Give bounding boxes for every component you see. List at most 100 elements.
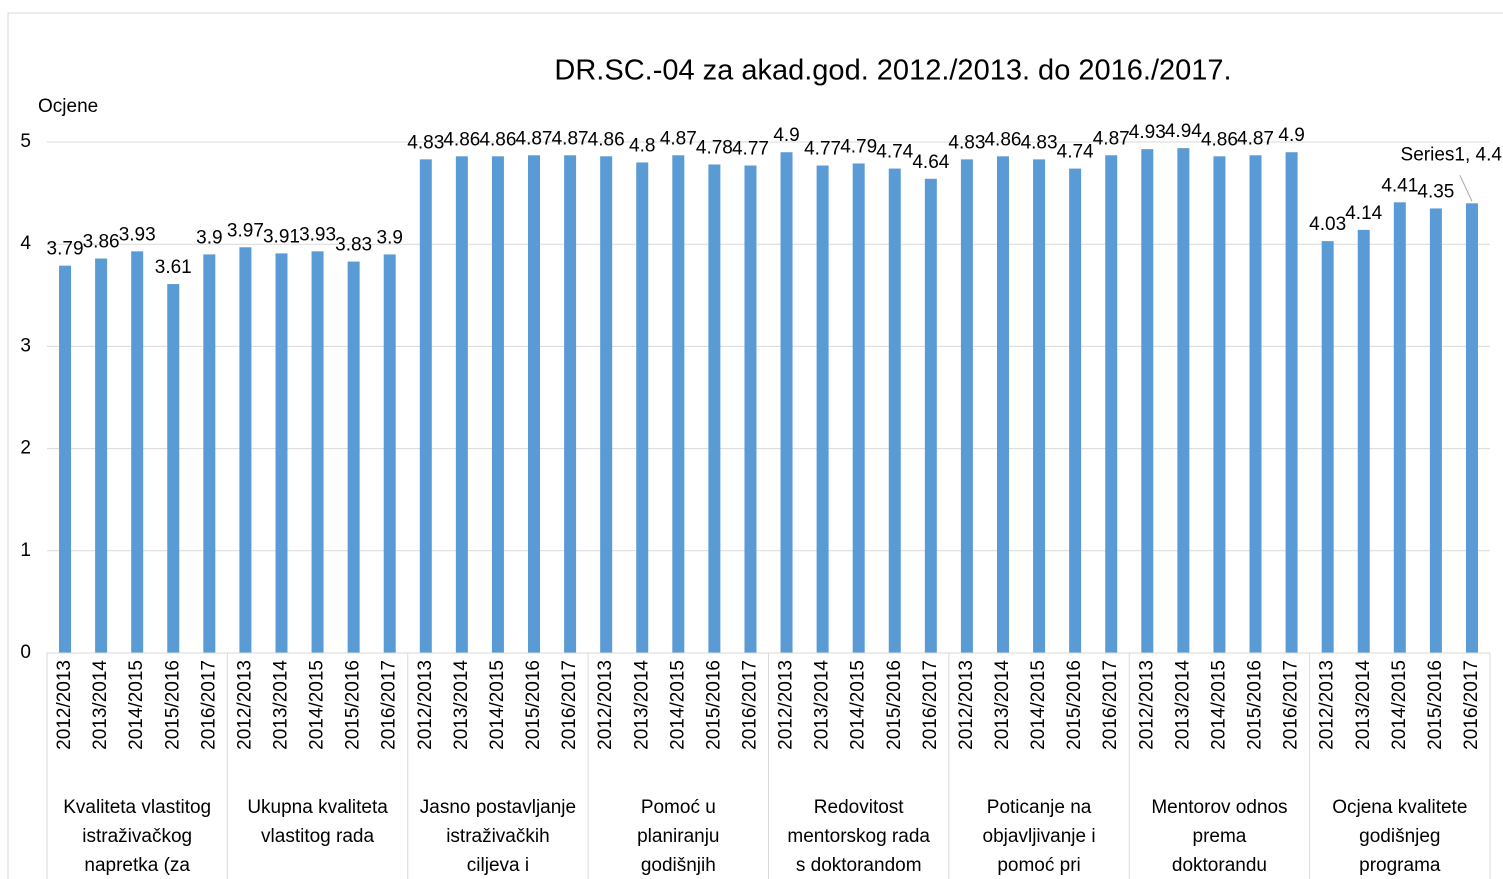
bar <box>528 155 541 653</box>
bar <box>455 156 468 654</box>
group-label: planiranju <box>637 826 719 847</box>
bar <box>1069 168 1082 653</box>
data-label: 4.86 <box>479 129 516 150</box>
group-label: Poticanje na <box>987 797 1092 818</box>
bar <box>347 261 360 653</box>
data-label: 4.8 <box>629 135 655 156</box>
x-tick-label: 2016/2017 <box>739 660 760 750</box>
data-label: 4.87 <box>1237 128 1274 149</box>
y-tick-label: 3 <box>20 335 31 356</box>
data-label: 4.87 <box>660 128 697 149</box>
data-label: 3.9 <box>196 227 222 248</box>
bar <box>1033 159 1046 653</box>
group-label: Ocjena kvalitete <box>1332 797 1467 818</box>
x-tick-label: 2013/2014 <box>992 660 1013 750</box>
data-label: 4.74 <box>876 142 913 163</box>
group-label: istraživačkog <box>82 826 192 847</box>
x-tick-label: 2012/2013 <box>1136 660 1157 750</box>
data-label: 3.86 <box>83 232 120 253</box>
bar <box>1285 152 1298 653</box>
bar <box>59 265 72 653</box>
y-tick-label: 2 <box>20 438 31 459</box>
bar <box>1249 155 1262 653</box>
x-tick-label: 2015/2016 <box>343 660 364 750</box>
data-label: 4.77 <box>732 139 769 160</box>
bar <box>95 258 108 653</box>
data-label: 4.9 <box>1278 125 1304 146</box>
group-label: Jasno postavljanje <box>420 797 576 818</box>
data-label: 4.03 <box>1309 214 1346 235</box>
bar <box>239 247 252 654</box>
data-label: 3.97 <box>227 220 264 241</box>
group-label: godišnjeg <box>1359 826 1440 847</box>
bar <box>960 159 973 653</box>
group-label: Pomoć u <box>641 797 716 818</box>
data-label: 4.9 <box>773 125 799 146</box>
x-tick-label: 2013/2014 <box>1353 660 1374 750</box>
group-label: napretka (za <box>84 855 190 876</box>
x-tick-label: 2013/2014 <box>271 660 292 750</box>
data-label: 4.94 <box>1165 121 1202 142</box>
data-label: 4.86 <box>984 129 1021 150</box>
group-label: s doktorandom <box>796 855 922 876</box>
bar <box>744 165 757 654</box>
bar <box>924 178 937 654</box>
chart-title: DR.SC.-04 za akad.god. 2012./2013. do 20… <box>554 55 1231 87</box>
group-label: Kvaliteta vlastitog <box>63 797 211 818</box>
x-tick-label: 2016/2017 <box>1461 660 1482 750</box>
x-tick-label: 2015/2016 <box>1245 660 1266 750</box>
bar <box>996 156 1009 654</box>
data-label: 3.93 <box>299 224 336 245</box>
x-tick-label: 2014/2015 <box>126 660 147 750</box>
bar <box>311 251 324 653</box>
x-tick-label: 2014/2015 <box>487 660 508 750</box>
x-tick-label: 2014/2015 <box>307 660 328 750</box>
bar <box>600 156 613 654</box>
bar <box>1357 229 1370 653</box>
data-label: 3.93 <box>119 224 156 245</box>
data-label: 3.9 <box>377 227 403 248</box>
y-tick-label: 4 <box>20 233 31 254</box>
data-label: 4.87 <box>516 128 553 149</box>
group-label: pomoć pri <box>997 855 1080 876</box>
bar <box>1429 208 1442 653</box>
bar <box>888 168 901 653</box>
data-label: 4.78 <box>696 137 733 158</box>
x-tick-label: 2012/2013 <box>595 660 616 750</box>
data-label: 4.74 <box>1057 142 1094 163</box>
x-tick-label: 2012/2013 <box>234 660 255 750</box>
y-tick-label: 1 <box>20 540 31 561</box>
group-label: ciljeva i <box>467 855 529 876</box>
group-label: prema <box>1193 826 1247 847</box>
bar <box>491 156 504 654</box>
bar <box>275 253 288 653</box>
data-label: 4.35 <box>1417 181 1454 202</box>
x-tick-label: 2014/2015 <box>667 660 688 750</box>
data-label: 4.86 <box>1201 129 1238 150</box>
data-label: 4.64 <box>912 152 949 173</box>
y-axis-label: Ocjene <box>38 96 98 117</box>
group-label: Mentorov odnos <box>1151 797 1287 818</box>
chart-border <box>7 12 1503 879</box>
group-label: mentorskog rada <box>787 826 930 847</box>
bar <box>852 163 865 653</box>
data-label: Series1, 4.4 <box>1401 144 1503 165</box>
x-tick-label: 2013/2014 <box>90 660 111 750</box>
bar <box>1213 156 1226 654</box>
group-label: istraživačkih <box>446 826 549 847</box>
x-tick-label: 2013/2014 <box>451 660 472 750</box>
leader-line <box>1459 175 1473 202</box>
data-label: 4.83 <box>407 132 444 153</box>
data-label: 4.93 <box>1129 122 1166 143</box>
x-tick-label: 2016/2017 <box>1281 660 1302 750</box>
data-label: 4.77 <box>804 139 841 160</box>
group-label: doktorandu <box>1172 855 1267 876</box>
bar <box>1141 149 1154 654</box>
bar <box>419 159 432 653</box>
data-label: 4.83 <box>948 132 985 153</box>
x-tick-label: 2013/2014 <box>1172 660 1193 750</box>
x-tick-label: 2012/2013 <box>1317 660 1338 750</box>
group-label: godišnjih <box>641 855 716 876</box>
bar <box>1465 203 1478 653</box>
